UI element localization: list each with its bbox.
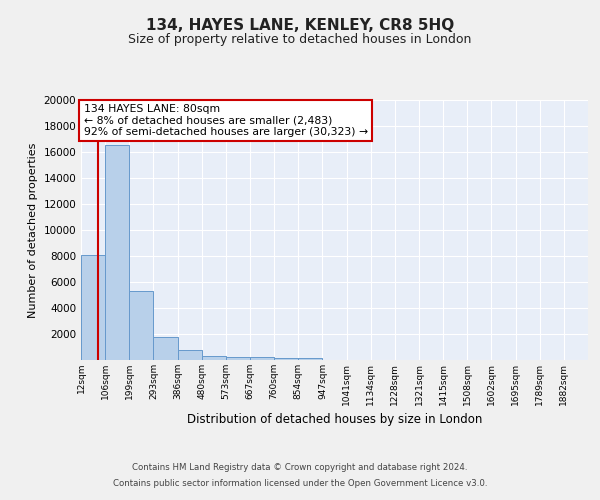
Bar [250, 358, 274, 360]
Text: Size of property relative to detached houses in London: Size of property relative to detached ho… [128, 32, 472, 46]
Bar [81, 254, 105, 360]
Bar [178, 350, 202, 360]
Bar [202, 356, 226, 360]
Bar [129, 291, 154, 360]
Bar [298, 358, 322, 360]
X-axis label: Distribution of detached houses by size in London: Distribution of detached houses by size … [187, 413, 482, 426]
Bar [274, 358, 298, 360]
Bar [105, 146, 129, 360]
Bar [226, 357, 250, 360]
Text: Contains HM Land Registry data © Crown copyright and database right 2024.: Contains HM Land Registry data © Crown c… [132, 464, 468, 472]
Bar [154, 337, 178, 360]
Y-axis label: Number of detached properties: Number of detached properties [28, 142, 38, 318]
Text: 134 HAYES LANE: 80sqm
← 8% of detached houses are smaller (2,483)
92% of semi-de: 134 HAYES LANE: 80sqm ← 8% of detached h… [83, 104, 368, 137]
Text: Contains public sector information licensed under the Open Government Licence v3: Contains public sector information licen… [113, 478, 487, 488]
Text: 134, HAYES LANE, KENLEY, CR8 5HQ: 134, HAYES LANE, KENLEY, CR8 5HQ [146, 18, 454, 32]
